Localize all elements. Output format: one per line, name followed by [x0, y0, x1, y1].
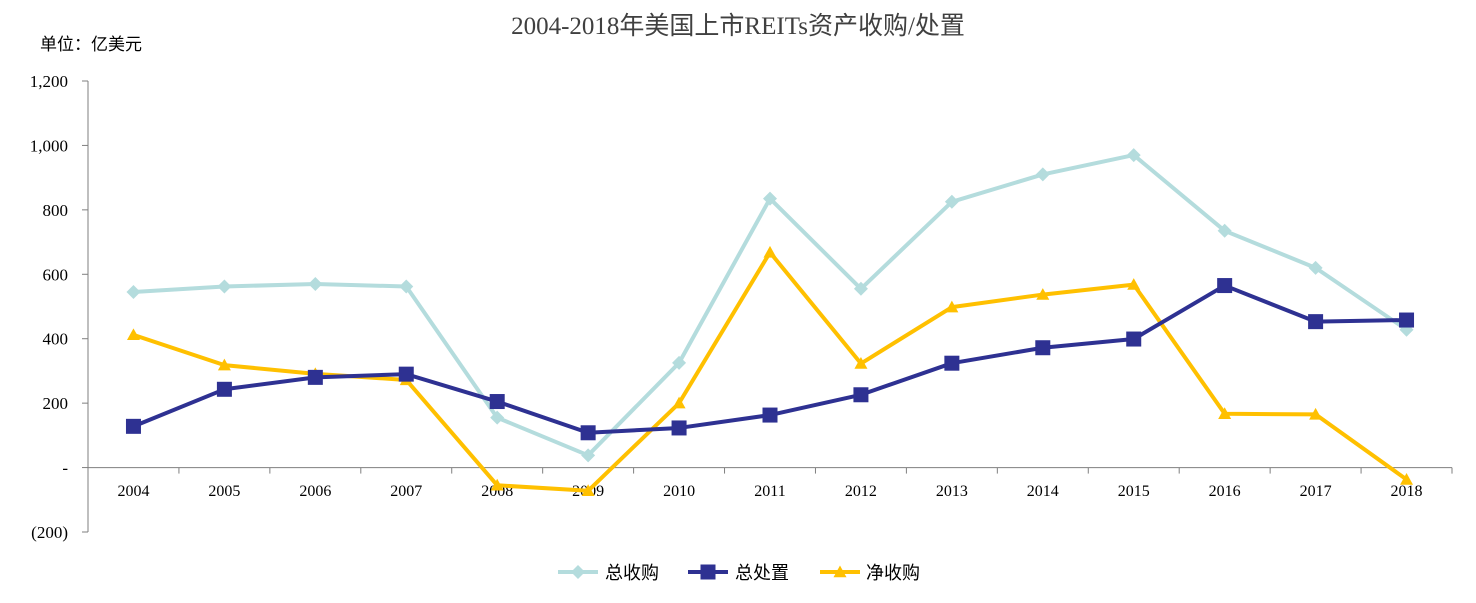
- data-point: [1400, 472, 1414, 485]
- y-tick-label: 1,000: [30, 136, 68, 155]
- data-point: [490, 410, 505, 425]
- y-tick-label: -: [62, 459, 68, 478]
- data-point: [672, 355, 687, 370]
- data-point: [671, 420, 687, 436]
- data-point: [126, 328, 140, 341]
- chart-title: 2004-2018年美国上市REITs资产收购/处置: [511, 13, 965, 40]
- data-point: [1126, 148, 1141, 163]
- y-tick-label: 400: [43, 330, 69, 349]
- data-point: [490, 478, 504, 491]
- data-point: [763, 191, 777, 206]
- series-line: [132, 250, 1408, 493]
- data-point: [762, 407, 778, 423]
- y-tick-label: 600: [43, 265, 69, 284]
- data-point: [1309, 407, 1323, 420]
- data-point: [1217, 223, 1232, 238]
- data-point: [854, 357, 868, 369]
- x-tick-label: 2015: [1118, 483, 1150, 500]
- y-tick-label: 1,200: [30, 72, 68, 91]
- data-point: [672, 396, 686, 409]
- x-tick-label: 2006: [299, 483, 331, 500]
- data-point: [1036, 288, 1050, 300]
- data-point: [581, 448, 596, 463]
- data-point: [307, 369, 323, 385]
- data-point: [399, 279, 414, 294]
- data-point: [216, 381, 232, 397]
- x-tick-label: 2017: [1300, 483, 1332, 500]
- x-tick-label: 2018: [1391, 483, 1423, 500]
- data-point: [489, 394, 505, 410]
- data-point: [853, 387, 869, 403]
- unit-label: 单位：亿美元: [40, 35, 142, 55]
- data-point: [1126, 331, 1142, 347]
- y-tick-label: 800: [43, 201, 69, 220]
- data-point: [1035, 340, 1051, 356]
- x-tick-label: 2011: [754, 483, 785, 500]
- data-point: [581, 484, 595, 496]
- data-point: [945, 300, 959, 313]
- legend: 总收购 总处置 净收购: [558, 563, 920, 584]
- legend-label: 总处置: [735, 563, 789, 584]
- data-point: [944, 355, 960, 371]
- legend-item: 总收购: [558, 563, 659, 584]
- x-tick-label: 2007: [390, 483, 422, 500]
- data-point: [1308, 314, 1324, 330]
- x-tick-label: 2014: [1027, 483, 1059, 500]
- data-point: [944, 194, 959, 209]
- data-point: [853, 281, 868, 296]
- x-tick-label: 2012: [845, 483, 877, 500]
- data-point: [1308, 260, 1323, 275]
- legend-marker: [571, 565, 585, 579]
- x-tick-label: 2013: [936, 483, 968, 500]
- series-2: [125, 278, 1415, 441]
- data-point: [217, 279, 232, 294]
- series-1: [126, 148, 1414, 463]
- legend-item: 净收购: [820, 563, 920, 584]
- data-point: [1217, 278, 1233, 294]
- data-point: [308, 276, 323, 291]
- legend-item: 总处置: [688, 563, 789, 584]
- data-point: [217, 358, 231, 371]
- data-point: [1218, 407, 1232, 419]
- data-point: [398, 366, 414, 382]
- x-tick-label: 2005: [208, 483, 240, 500]
- series-layer: [125, 148, 1415, 496]
- legend-marker: [700, 564, 716, 580]
- data-point: [1035, 167, 1050, 182]
- x-tick-label: 2004: [117, 483, 149, 500]
- data-point: [126, 285, 141, 300]
- legend-marker: [833, 565, 847, 578]
- y-tick-label: (200): [31, 523, 68, 542]
- legend-label: 净收购: [866, 563, 920, 584]
- data-point: [580, 425, 596, 441]
- legend-label: 总收购: [605, 563, 659, 584]
- data-point: [125, 418, 141, 434]
- y-tick-label: 200: [43, 394, 69, 413]
- x-tick-label: 2016: [1209, 483, 1241, 500]
- axes: 1,200 1,000 800 600 400 200 - (200) 2004 2005 2006…: [30, 72, 1453, 542]
- data-point: [1399, 312, 1415, 328]
- data-point: [1127, 278, 1141, 290]
- data-point: [763, 245, 777, 258]
- x-tick-label: 2010: [663, 483, 695, 500]
